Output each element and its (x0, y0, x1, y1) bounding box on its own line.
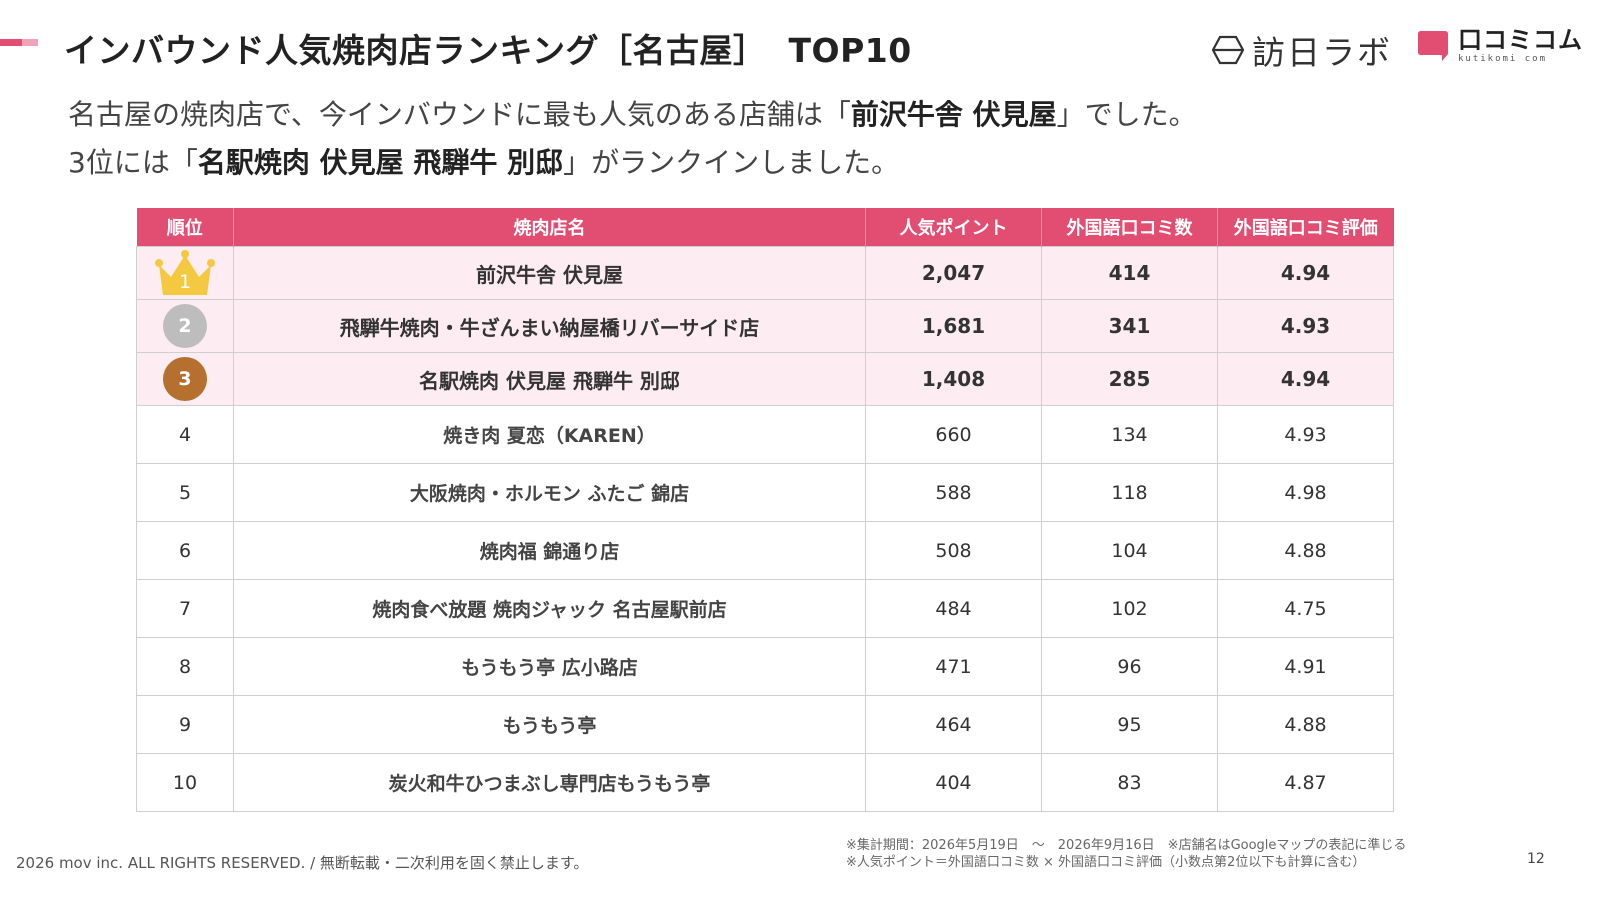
houjin-labo-logo: 訪日ラボ (1212, 26, 1392, 74)
houjin-labo-name: 訪日ラボ (1252, 33, 1392, 72)
review-rating: 4.94 (1217, 352, 1394, 406)
popularity-points: 1,408 (865, 352, 1042, 406)
lead-line-1: 名古屋の焼肉店で、今インバウンドに最も人気のある店舗は「前沢牛舎 伏見屋」でした… (68, 93, 1197, 133)
copyright-footer: 2026 mov inc. ALL RIGHTS RESERVED. / 無断転… (16, 854, 589, 872)
lead-line-2: 3位には「名駅焼肉 伏見屋 飛騨牛 別邸」がランクインしました。 (68, 141, 899, 181)
shop-name: 焼肉食べ放題 焼肉ジャック 名古屋駅前店 (233, 579, 866, 638)
table-row: 5 大阪焼肉・ホルモン ふたご 錦店 588 118 4.98 (136, 463, 1394, 522)
footnotes: ※集計期間：2026年5月19日 〜 2026年9月16日 ※店舗名はGoogl… (846, 837, 1406, 871)
rank-number: 5 (136, 463, 234, 522)
title-accent-bar (0, 39, 38, 46)
page-title-main: インバウンド人気焼肉店ランキング［名古屋］ (64, 31, 767, 70)
shop-name: 焼き肉 夏恋（KAREN） (233, 405, 866, 464)
review-count: 96 (1041, 637, 1218, 696)
footnote-line-2: ※人気ポイント＝外国語口コミ数 × 外国語口コミ評価（小数点第2位以下も計算に含… (846, 855, 1366, 870)
shop-name: 大阪焼肉・ホルモン ふたご 錦店 (233, 463, 866, 522)
table-row: 4 焼き肉 夏恋（KAREN） 660 134 4.93 (136, 405, 1394, 464)
review-rating: 4.91 (1217, 637, 1394, 696)
table-row: 2 飛騨牛焼肉・牛ざんまい納屋橋リバーサイド店 1,681 341 4.93 (136, 299, 1394, 353)
page-title: インバウンド人気焼肉店ランキング［名古屋］ TOP10 (64, 24, 912, 72)
rank-cell: 2 (136, 299, 234, 353)
rank-number: 8 (136, 637, 234, 696)
silver-medal-icon: 2 (163, 304, 207, 348)
rank-cell: 3 (136, 352, 234, 406)
popularity-points: 464 (865, 695, 1042, 754)
header-rating: 外国語口コミ評価 (1217, 208, 1394, 247)
rank-number: 9 (136, 695, 234, 754)
page-number: 12 (1527, 851, 1545, 867)
kutikomi-com-logo: 口コミコム kutikomi com (1418, 28, 1583, 64)
table-row: 9 もうもう亭 464 95 4.88 (136, 695, 1394, 754)
accent-bar-dark (0, 39, 22, 46)
review-count: 104 (1041, 521, 1218, 580)
shop-name: もうもう亭 広小路店 (233, 637, 866, 696)
rank-number: 7 (136, 579, 234, 638)
shop-name: 炭火和牛ひつまぶし専門店もうもう亭 (233, 753, 866, 812)
kutikomi-speech-bubble-icon (1418, 31, 1448, 61)
review-rating: 4.75 (1217, 579, 1394, 638)
rank-number: 10 (136, 753, 234, 812)
table-row: 6 焼肉福 錦通り店 508 104 4.88 (136, 521, 1394, 580)
houjin-labo-hexagon-icon (1212, 35, 1244, 65)
kutikomi-sub: kutikomi com (1458, 54, 1548, 64)
review-rating: 4.88 (1217, 521, 1394, 580)
header-reviews: 外国語口コミ数 (1041, 208, 1218, 247)
review-count: 414 (1041, 246, 1218, 300)
bronze-medal-icon: 3 (163, 357, 207, 401)
table-row: 1 前沢牛舎 伏見屋 2,047 414 4.94 (136, 246, 1394, 300)
table-row: 10 炭火和牛ひつまぶし専門店もうもう亭 404 83 4.87 (136, 753, 1394, 812)
lead-line-1-bold: 前沢牛舎 伏見屋 (850, 98, 1057, 131)
table-row: 7 焼肉食べ放題 焼肉ジャック 名古屋駅前店 484 102 4.75 (136, 579, 1394, 638)
rank-number: 6 (136, 521, 234, 580)
review-count: 83 (1041, 753, 1218, 812)
popularity-points: 660 (865, 405, 1042, 464)
rank-number: 4 (136, 405, 234, 464)
table-row: 3 名駅焼肉 伏見屋 飛騨牛 別邸 1,408 285 4.94 (136, 352, 1394, 406)
review-count: 95 (1041, 695, 1218, 754)
rank-number: 1 (178, 271, 192, 293)
review-rating: 4.87 (1217, 753, 1394, 812)
review-rating: 4.93 (1217, 405, 1394, 464)
popularity-points: 404 (865, 753, 1042, 812)
shop-name: 飛騨牛焼肉・牛ざんまい納屋橋リバーサイド店 (233, 299, 866, 353)
review-rating: 4.94 (1217, 246, 1394, 300)
popularity-points: 588 (865, 463, 1042, 522)
lead-line-1-pre: 名古屋の焼肉店で、今インバウンドに最も人気のある店舗は「 (68, 98, 851, 131)
shop-name: もうもう亭 (233, 695, 866, 754)
page-title-top: TOP10 (788, 31, 912, 70)
gold-crown-icon: 1 (153, 249, 217, 297)
shop-name: 名駅焼肉 伏見屋 飛騨牛 別邸 (233, 352, 866, 406)
footnote-line-1: ※集計期間：2026年5月19日 〜 2026年9月16日 ※店舗名はGoogl… (846, 838, 1407, 853)
header-shop: 焼肉店名 (233, 208, 866, 247)
lead-line-2-post: 」がランクインしました。 (563, 146, 900, 179)
rank-number: 2 (178, 315, 192, 337)
shop-name: 前沢牛舎 伏見屋 (233, 246, 866, 300)
popularity-points: 484 (865, 579, 1042, 638)
rank-cell: 1 (136, 246, 234, 300)
lead-line-1-post: 」でした。 (1056, 98, 1197, 131)
review-count: 285 (1041, 352, 1218, 406)
review-count: 134 (1041, 405, 1218, 464)
ranking-table: 順位 焼肉店名 人気ポイント 外国語口コミ数 外国語口コミ評価 1 前沢牛舎 (136, 208, 1394, 812)
accent-bar-light (22, 39, 38, 46)
table-row: 8 もうもう亭 広小路店 471 96 4.91 (136, 637, 1394, 696)
popularity-points: 508 (865, 521, 1042, 580)
table-header-row: 順位 焼肉店名 人気ポイント 外国語口コミ数 外国語口コミ評価 (136, 208, 1394, 247)
popularity-points: 2,047 (865, 246, 1042, 300)
lead-line-2-pre: 3位には「 (68, 146, 198, 179)
lead-line-2-bold: 名駅焼肉 伏見屋 飛騨牛 別邸 (197, 146, 564, 179)
review-count: 341 (1041, 299, 1218, 353)
header-points: 人気ポイント (865, 208, 1042, 247)
shop-name: 焼肉福 錦通り店 (233, 521, 866, 580)
rank-number: 3 (178, 368, 192, 390)
popularity-points: 1,681 (865, 299, 1042, 353)
popularity-points: 471 (865, 637, 1042, 696)
review-rating: 4.93 (1217, 299, 1394, 353)
review-rating: 4.88 (1217, 695, 1394, 754)
review-count: 118 (1041, 463, 1218, 522)
review-count: 102 (1041, 579, 1218, 638)
review-rating: 4.98 (1217, 463, 1394, 522)
kutikomi-name: 口コミコム (1458, 26, 1583, 54)
header-rank: 順位 (136, 208, 234, 247)
